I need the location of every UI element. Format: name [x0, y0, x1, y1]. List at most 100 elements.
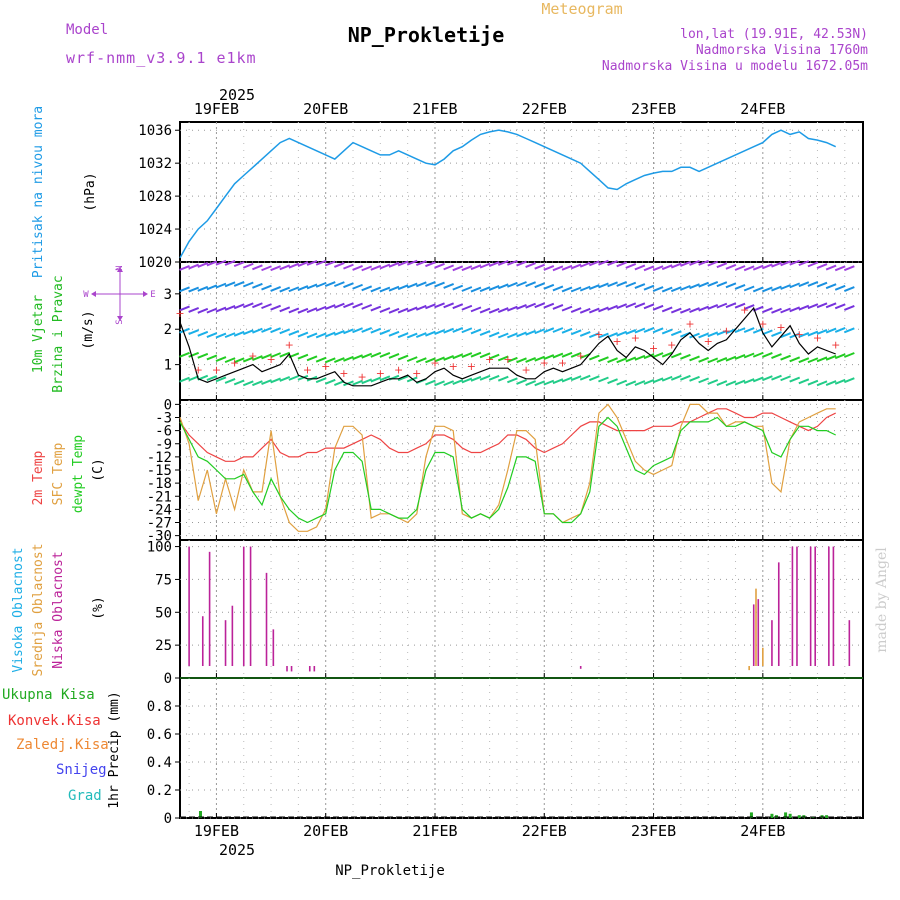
- altitude-label: Nadmorska Visina 1760m: [696, 43, 868, 58]
- wind-arrow: [552, 352, 564, 359]
- wind-arrow: [725, 355, 737, 362]
- tick-label-y: -12: [147, 450, 172, 466]
- wind-arrow: [516, 281, 527, 287]
- wind-arrow: [771, 285, 782, 292]
- wind-arrow: [425, 303, 436, 310]
- precip-yunit: 1hr Precip (mm): [107, 691, 122, 808]
- wind-arrow: [743, 378, 755, 385]
- wind-arrow: [816, 380, 828, 387]
- wind-arrow: [197, 352, 209, 359]
- wind-arrow: [470, 351, 482, 358]
- wind-arrow: [588, 260, 600, 267]
- wind-speed-line: [179, 306, 836, 387]
- wind-arrow: [588, 307, 600, 314]
- wind-arrow: [716, 302, 728, 309]
- tick-label-y: -30: [147, 529, 172, 545]
- wind-arrow: [834, 284, 846, 291]
- wind-arrow: [270, 286, 281, 292]
- tick-label-y: -18: [147, 476, 172, 492]
- wind-arrow: [388, 330, 400, 337]
- wind-arrow: [434, 302, 445, 309]
- wind-legend-east: E: [150, 290, 155, 300]
- wind-arrow: [470, 264, 482, 271]
- wind-gust-marker: +: [285, 339, 294, 352]
- wind-arrow: [197, 330, 209, 337]
- wind-arrow: [534, 355, 546, 362]
- wind-gust-marker: +: [540, 356, 549, 369]
- wind-arrow: [415, 281, 427, 288]
- wind-arrow: [561, 305, 573, 312]
- wind-arrow: [670, 352, 682, 359]
- wind-arrow: [352, 379, 363, 386]
- wind-arrow: [661, 375, 673, 382]
- wind-arrow: [771, 261, 782, 268]
- tick-label-y: 1032: [138, 156, 172, 172]
- day-label-bottom: 21FEB: [412, 822, 457, 840]
- wind-arrow: [397, 375, 409, 382]
- wind-arrow: [588, 354, 600, 361]
- wind-arrow: [252, 264, 263, 271]
- wind-arrow: [543, 327, 555, 334]
- wind-arrow: [379, 375, 391, 382]
- wind-arrow: [816, 356, 828, 363]
- wind-arrow: [343, 355, 354, 362]
- tick-label-y: -3: [155, 411, 172, 427]
- wind-arrow: [616, 303, 628, 310]
- wind-gust-marker: +: [667, 339, 676, 352]
- wind-arrow: [297, 285, 309, 291]
- wind-arrow: [807, 281, 819, 287]
- wind-arrow: [843, 265, 855, 272]
- wind-arrow: [588, 332, 600, 339]
- tick-label-y: -24: [147, 502, 172, 518]
- wind-arrow: [816, 281, 828, 288]
- wind-arrow: [415, 260, 427, 266]
- wind-arrow: [370, 327, 382, 334]
- sfc-temp-line: [179, 403, 836, 532]
- wind-gust-marker: +: [449, 360, 458, 373]
- day-label-bottom: 24FEB: [740, 822, 785, 840]
- wind-arrow: [843, 377, 855, 384]
- tick-label-y: 2: [164, 322, 172, 338]
- wind-arrow: [215, 306, 227, 313]
- wind-arrow: [333, 262, 345, 268]
- day-label-top: 20FEB: [303, 100, 348, 118]
- wind-arrow: [716, 262, 728, 269]
- wind-arrow: [570, 263, 582, 270]
- wind-gust-marker: +: [248, 349, 257, 362]
- wind-arrow: [780, 284, 791, 290]
- wind-arrow: [206, 284, 218, 291]
- wind-gust-marker: +: [558, 356, 567, 369]
- wind-arrow: [598, 259, 609, 266]
- wind-arrow: [661, 328, 673, 335]
- wind-arrow: [415, 357, 427, 364]
- wind-arrow: [252, 380, 263, 387]
- wind-arrow: [798, 281, 810, 288]
- wind-arrow: [461, 377, 473, 384]
- wind-arrow: [315, 259, 327, 266]
- wind-arrow: [625, 356, 637, 363]
- wind-arrow: [798, 260, 810, 267]
- wind-direction-legend: W E N S: [83, 265, 155, 324]
- wind-arrow: [279, 286, 291, 293]
- wind-arrow: [261, 284, 272, 291]
- wind-gust-marker: +: [704, 335, 713, 348]
- wind-arrow: [406, 259, 418, 266]
- wind-arrow: [579, 374, 591, 381]
- wind-arrow: [233, 281, 245, 287]
- wind-arrow: [625, 281, 637, 288]
- wind-arrow: [315, 332, 327, 339]
- wind-arrow: [579, 331, 591, 337]
- wind-arrow: [734, 379, 746, 386]
- wind-arrow: [771, 331, 782, 337]
- wind-arrow: [598, 376, 609, 383]
- wind-arrow: [488, 353, 500, 360]
- wind-arrow: [479, 352, 491, 359]
- wind-gust-marker: +: [303, 363, 312, 376]
- wind-arrow: [215, 332, 227, 339]
- wind-arrow: [698, 332, 710, 339]
- wind-arrow: [507, 356, 518, 363]
- tick-label-y: -15: [147, 463, 172, 479]
- precip-total-bar: [784, 812, 788, 818]
- wind-arrow: [224, 378, 236, 384]
- wind-arrow: [188, 307, 200, 313]
